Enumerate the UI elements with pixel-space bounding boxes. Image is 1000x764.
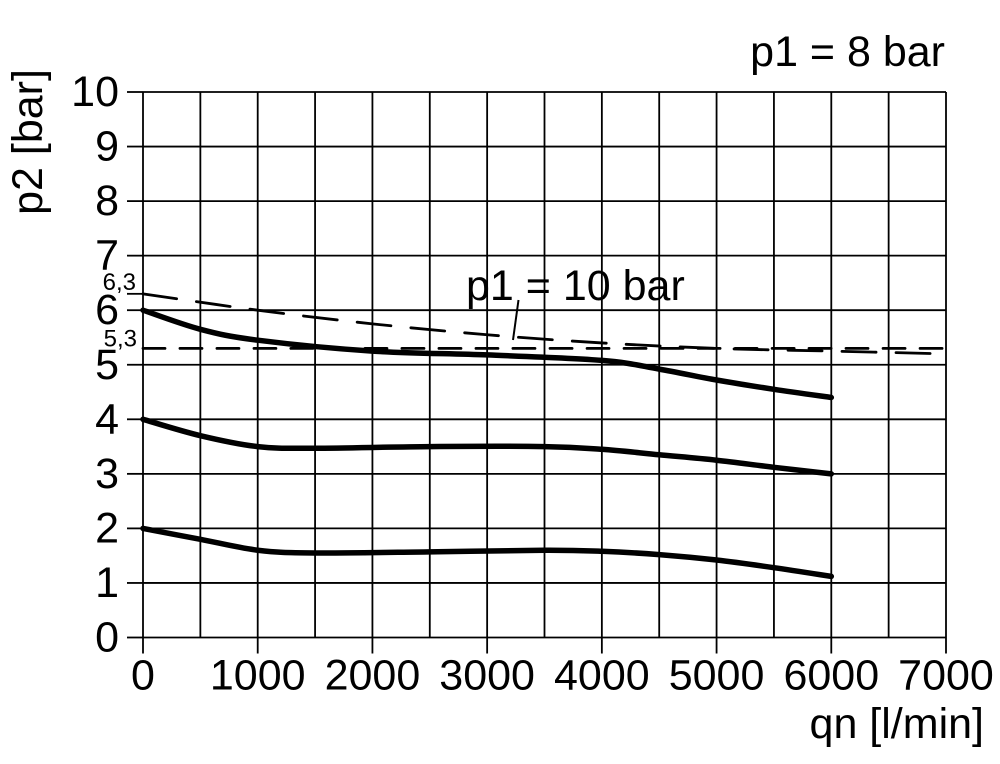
svg-text:3: 3 [95,450,119,498]
svg-text:2000: 2000 [325,652,421,700]
svg-text:3000: 3000 [439,652,535,700]
svg-text:4000: 4000 [554,652,650,700]
svg-text:p1 = 10 bar: p1 = 10 bar [466,262,685,310]
svg-text:0: 0 [95,614,119,662]
svg-text:0: 0 [131,652,155,700]
svg-text:6000: 6000 [783,652,879,700]
svg-text:9: 9 [95,123,119,171]
svg-text:7000: 7000 [898,652,994,700]
svg-text:4: 4 [95,395,119,443]
svg-text:1000: 1000 [210,652,306,700]
svg-text:5000: 5000 [669,652,765,700]
svg-text:6,3: 6,3 [103,269,136,296]
svg-text:p1 = 8 bar: p1 = 8 bar [750,28,945,76]
svg-text:qn [l/min]: qn [l/min] [810,700,984,748]
svg-text:10: 10 [71,68,119,116]
svg-text:p2 [bar]: p2 [bar] [4,69,52,215]
svg-text:1: 1 [95,559,119,607]
svg-text:8: 8 [95,177,119,225]
svg-text:5,3: 5,3 [104,325,137,352]
svg-text:2: 2 [95,504,119,552]
